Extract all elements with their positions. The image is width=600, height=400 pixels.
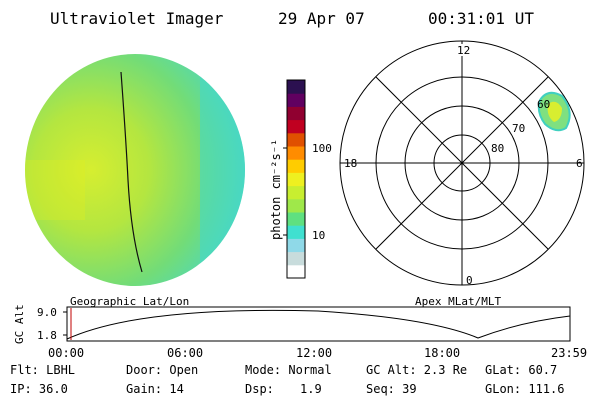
dsp-label: Dsp: <box>245 382 274 396</box>
altitude-xtick-3: 18:00 <box>424 346 460 360</box>
dsp-value: 1.9 <box>300 382 322 396</box>
filter-value: Flt: LBHL <box>10 363 76 377</box>
mlt-label-6: 6 <box>576 157 583 170</box>
gain-value: Gain: 14 <box>126 382 184 396</box>
altitude-xtick-4: 23:59 <box>551 346 587 360</box>
colorbar-stripe <box>287 238 305 253</box>
colorbar-stripe <box>287 185 305 200</box>
gc-altitude-value: GC Alt: 2.3 Re <box>366 363 468 377</box>
colorbar-stripe <box>287 93 305 107</box>
lat-label-80: 80 <box>491 142 504 155</box>
page-title: Ultraviolet Imager <box>50 9 224 28</box>
glon-value: GLon: 111.6 <box>485 382 565 396</box>
colorbar-stripe <box>287 172 305 187</box>
geographic-label: Geographic Lat/Lon <box>70 295 189 308</box>
altitude-plot: 9.0 1.8 GC Alt 00:00 06:00 12:00 18:00 2… <box>13 304 587 360</box>
glat-value: GLat: 60.7 <box>485 363 558 377</box>
altitude-xtick-1: 06:00 <box>167 346 203 360</box>
colorbar-unit-label: photon cm⁻²s⁻¹ <box>269 139 283 240</box>
altitude-xtick-0: 00:00 <box>48 346 84 360</box>
colorbar-stripe <box>287 132 305 147</box>
colorbar-stripe <box>287 159 305 173</box>
colorbar-tick-100: 100 <box>312 142 332 155</box>
sequence-value: Seq: 39 <box>366 382 417 396</box>
altitude-ytick-9: 9.0 <box>37 306 57 319</box>
colorbar-stripe <box>287 212 305 226</box>
mlt-label-18: 18 <box>344 157 357 170</box>
colorbar-stripe <box>287 198 305 213</box>
colorbar-stripe <box>287 80 305 94</box>
door-value: Door: Open <box>126 363 199 377</box>
colorbar-stripe <box>287 106 305 121</box>
colorbar-stripe <box>287 146 305 160</box>
lat-label-70: 70 <box>512 122 525 135</box>
apex-label: Apex MLat/MLT <box>415 295 501 308</box>
polar-plot <box>339 40 585 286</box>
mlt-label-12: 12 <box>457 44 470 57</box>
terminator-line <box>120 71 143 273</box>
altitude-xtick-2: 12:00 <box>296 346 332 360</box>
colorbar-stripe <box>287 225 305 239</box>
mlt-label-0: 0 <box>466 274 473 287</box>
time-label: 00:31:01 UT <box>428 9 534 28</box>
ip-value: IP: 36.0 <box>10 382 68 396</box>
colorbar-stripe <box>287 119 305 134</box>
earth-disk-image <box>25 54 245 286</box>
colorbar-tick-10: 10 <box>312 229 325 242</box>
colorbar-stripe <box>287 264 305 279</box>
polar-aurora-patch <box>537 91 571 132</box>
lat-label-60: 60 <box>537 98 550 111</box>
altitude-ytick-1: 1.8 <box>37 329 57 342</box>
colorbar: 100 10 photon cm⁻²s⁻¹ <box>269 79 332 279</box>
colorbar-stripe <box>287 251 305 266</box>
date-label: 29 Apr 07 <box>278 9 365 28</box>
mode-value: Mode: Normal <box>245 363 332 377</box>
polar-labels: 12 18 6 0 60 70 80 <box>344 44 583 287</box>
altitude-ylabel: GC Alt <box>13 304 26 344</box>
